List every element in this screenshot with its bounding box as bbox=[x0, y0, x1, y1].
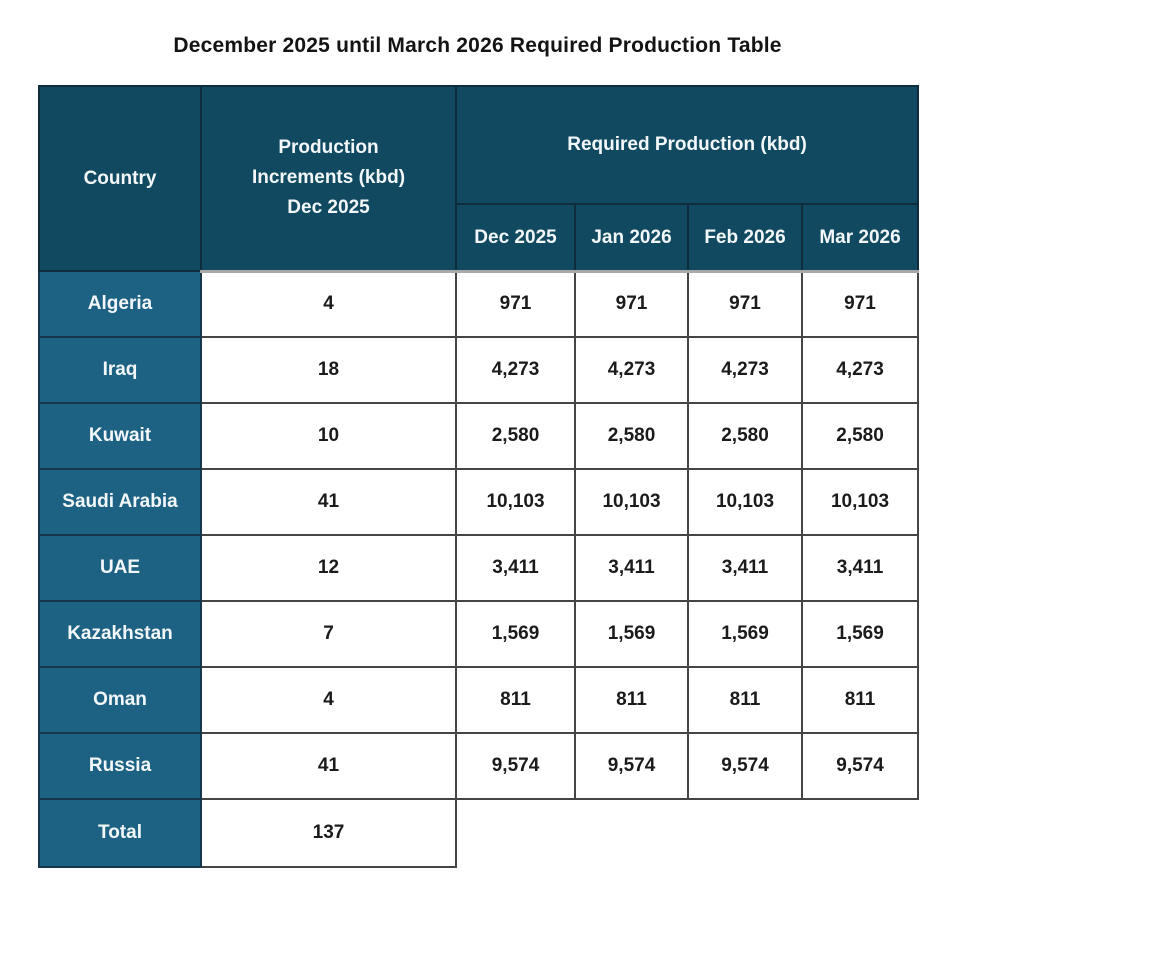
required-cell: 2,580 bbox=[574, 402, 689, 470]
header-month-jan-2026: Jan 2026 bbox=[574, 203, 689, 273]
table-row-uae: UAE 12 3,411 3,411 3,411 3,411 bbox=[38, 534, 920, 602]
required-cell: 811 bbox=[574, 666, 689, 734]
required-cell: 3,411 bbox=[455, 534, 576, 602]
increment-cell: 41 bbox=[200, 732, 457, 800]
required-cell: 971 bbox=[687, 270, 803, 338]
required-cell: 2,580 bbox=[455, 402, 576, 470]
required-cell: 971 bbox=[455, 270, 576, 338]
total-value-cell: 137 bbox=[200, 798, 457, 868]
required-cell: 4,273 bbox=[800, 336, 920, 404]
header-month-mar-2026: Mar 2026 bbox=[800, 203, 920, 273]
required-cell: 9,574 bbox=[455, 732, 576, 800]
table-row-iraq: Iraq 18 4,273 4,273 4,273 4,273 bbox=[38, 336, 920, 404]
total-label-cell: Total bbox=[38, 798, 202, 868]
header-production-increments-label: Production Increments (kbd) bbox=[251, 136, 406, 189]
country-cell: Algeria bbox=[38, 270, 202, 338]
table-body: Algeria 4 971 971 971 971 Iraq 18 4,273 … bbox=[38, 270, 920, 868]
required-cell: 2,580 bbox=[687, 402, 803, 470]
country-cell: UAE bbox=[38, 534, 202, 602]
increment-cell: 4 bbox=[200, 666, 457, 734]
required-cell: 1,569 bbox=[687, 600, 803, 668]
required-cell: 9,574 bbox=[574, 732, 689, 800]
increment-cell: 10 bbox=[200, 402, 457, 470]
required-cell: 3,411 bbox=[687, 534, 803, 602]
required-cell: 811 bbox=[687, 666, 803, 734]
required-cell: 1,569 bbox=[574, 600, 689, 668]
header-row-top: Country Production Increments (kbd) Dec … bbox=[38, 85, 920, 273]
table-row-kazakhstan: Kazakhstan 7 1,569 1,569 1,569 1,569 bbox=[38, 600, 920, 668]
country-cell: Oman bbox=[38, 666, 202, 734]
increment-cell: 7 bbox=[200, 600, 457, 668]
header-production-increments: Production Increments (kbd) Dec 2025 bbox=[200, 85, 457, 273]
increment-cell: 4 bbox=[200, 270, 457, 338]
table-row-saudi-arabia: Saudi Arabia 41 10,103 10,103 10,103 10,… bbox=[38, 468, 920, 536]
required-cell: 9,574 bbox=[687, 732, 803, 800]
required-cell: 4,273 bbox=[574, 336, 689, 404]
table-row-algeria: Algeria 4 971 971 971 971 bbox=[38, 270, 920, 338]
country-cell: Kuwait bbox=[38, 402, 202, 470]
required-cell: 10,103 bbox=[574, 468, 689, 536]
required-cell: 1,569 bbox=[800, 600, 920, 668]
required-cell: 9,574 bbox=[800, 732, 920, 800]
country-cell: Iraq bbox=[38, 336, 202, 404]
header-required-production: Required Production (kbd) bbox=[454, 85, 920, 205]
increment-cell: 41 bbox=[200, 468, 457, 536]
header-production-increments-period: Dec 2025 bbox=[287, 197, 370, 219]
required-cell: 811 bbox=[800, 666, 920, 734]
country-cell: Russia bbox=[38, 732, 202, 800]
required-cell: 1,569 bbox=[455, 600, 576, 668]
country-cell: Kazakhstan bbox=[38, 600, 202, 668]
required-cell: 10,103 bbox=[455, 468, 576, 536]
header-month-feb-2026: Feb 2026 bbox=[687, 203, 803, 273]
header-row-months: Dec 2025 Jan 2026 Feb 2026 Mar 2026 bbox=[39, 203, 920, 273]
required-cell: 3,411 bbox=[574, 534, 689, 602]
header-month-dec-2025: Dec 2025 bbox=[455, 203, 576, 273]
required-cell: 971 bbox=[574, 270, 689, 338]
increment-cell: 18 bbox=[200, 336, 457, 404]
table-row-oman: Oman 4 811 811 811 811 bbox=[38, 666, 920, 734]
required-cell: 4,273 bbox=[687, 336, 803, 404]
required-cell: 811 bbox=[455, 666, 576, 734]
required-production-table: Country Production Increments (kbd) Dec … bbox=[38, 85, 920, 868]
table-row-total: Total 137 bbox=[38, 798, 919, 868]
required-cell: 10,103 bbox=[800, 468, 920, 536]
page-title: December 2025 until March 2026 Required … bbox=[173, 34, 782, 57]
table-header: Country Production Increments (kbd) Dec … bbox=[38, 85, 920, 273]
required-cell: 4,273 bbox=[455, 336, 576, 404]
total-empty-cell bbox=[456, 799, 919, 867]
required-cell: 10,103 bbox=[687, 468, 803, 536]
header-country: Country bbox=[38, 85, 202, 272]
table-row-kuwait: Kuwait 10 2,580 2,580 2,580 2,580 bbox=[38, 402, 920, 470]
required-cell: 971 bbox=[800, 270, 920, 338]
country-cell: Saudi Arabia bbox=[38, 468, 202, 536]
required-cell: 3,411 bbox=[800, 534, 920, 602]
table-row-russia: Russia 41 9,574 9,574 9,574 9,574 bbox=[38, 732, 920, 800]
increment-cell: 12 bbox=[200, 534, 457, 602]
required-cell: 2,580 bbox=[800, 402, 920, 470]
